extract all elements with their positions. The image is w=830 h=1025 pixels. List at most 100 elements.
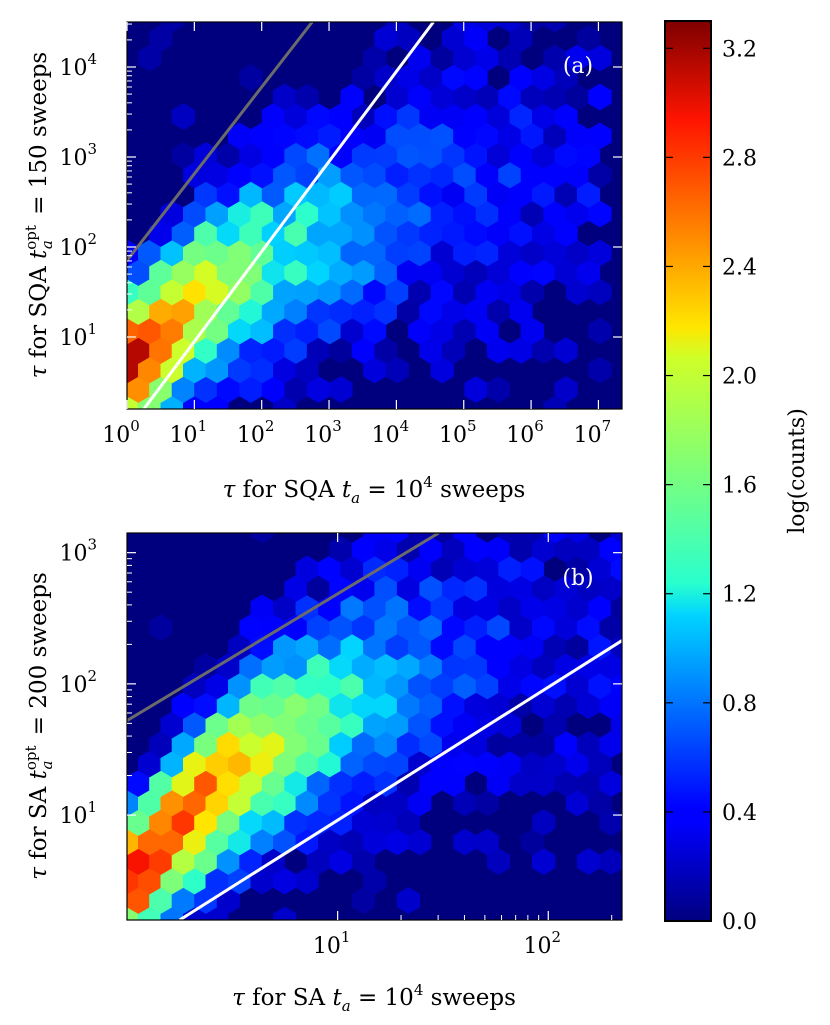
hexbin — [599, 731, 622, 758]
hexbin — [588, 83, 612, 111]
hexbin — [93, 279, 116, 305]
hexbin — [127, 343, 128, 358]
hexbin — [250, 533, 274, 544]
panel-b-x-axis-label: τ for SA ta = 104 sweeps — [232, 981, 516, 1015]
hexbin — [352, 927, 375, 953]
hexbin — [599, 848, 622, 875]
hexbin — [555, 498, 578, 524]
hexbin — [588, 239, 612, 267]
hexbin — [127, 382, 128, 397]
hexbin — [577, 498, 600, 524]
colorbar-frame — [664, 20, 712, 922]
hexbin — [93, 357, 116, 383]
hexbin — [127, 265, 128, 280]
hexbin — [588, 317, 612, 345]
y-tick-label: 101 — [59, 798, 97, 829]
hexbin — [172, 498, 195, 524]
panel-b-hexbins — [93, 498, 657, 953]
hexbin — [93, 6, 116, 32]
hexbin — [93, 751, 116, 777]
panel-b-frame — [126, 532, 623, 921]
hexbin — [127, 304, 128, 319]
hexbin — [622, 693, 645, 719]
colorbar-label: log(counts) — [785, 408, 810, 534]
hexbin — [510, 0, 533, 13]
colorbar-tick-label: 3.2 — [722, 37, 757, 62]
hexbin — [150, 927, 173, 953]
hexbin — [622, 615, 645, 641]
hexbin — [634, 517, 657, 543]
hexbin — [160, 22, 184, 33]
hexbin — [634, 790, 657, 816]
y-tick-label: 103 — [59, 536, 97, 567]
x-tick-label: 102 — [524, 928, 562, 959]
panel-a-reference-lines — [127, 22, 435, 409]
panel-a-hexbins — [93, 0, 612, 422]
hexbin — [520, 533, 544, 544]
hexbin — [453, 22, 477, 33]
x-tick-label: 107 — [574, 417, 612, 448]
hexbin — [520, 22, 544, 33]
hexbin — [127, 893, 128, 908]
hexbin — [600, 498, 623, 524]
reference-line-white — [178, 639, 622, 920]
x-tick-label: 102 — [237, 417, 275, 448]
hexbin — [295, 83, 319, 111]
hexbin — [543, 22, 567, 33]
colorbar-tick-label: 0.0 — [722, 910, 757, 935]
reference-line-gray — [127, 533, 440, 722]
hexbin — [498, 22, 522, 33]
x-tick-label: 103 — [304, 417, 342, 448]
y-tick-label: 102 — [59, 667, 97, 698]
x-tick-label: 101 — [313, 928, 351, 959]
hexbin — [486, 376, 511, 403]
hexbin — [599, 536, 622, 563]
hexbin — [531, 809, 556, 836]
y-tick-label: 101 — [59, 320, 97, 351]
hexbin — [634, 595, 657, 621]
hexbin — [610, 533, 622, 544]
hexbin — [329, 376, 353, 403]
panel-a-frame — [126, 21, 623, 410]
panel-a-y-axis-label: τ for SQA topta = 150 sweeps — [22, 52, 56, 378]
hexbin — [622, 498, 645, 524]
hexbin — [93, 396, 116, 422]
panel-b-ticks: 101 102 101 102 103 — [59, 533, 622, 959]
hexbin — [273, 906, 297, 920]
hexbin — [420, 0, 443, 13]
reference-line-white — [142, 22, 435, 409]
hexbin — [622, 732, 645, 758]
panel-a-x-axis-label: τ for SQA ta = 104 sweeps — [223, 473, 526, 507]
hexbin — [385, 22, 409, 33]
panel-b-label: (b) — [562, 566, 593, 591]
hexbin — [622, 576, 645, 602]
x-tick-label: 100 — [102, 417, 140, 448]
panel-b: 101 102 101 102 103 (b) τ for SA ta = 104 sw… — [22, 498, 657, 1015]
hexbin — [150, 498, 173, 524]
hexbin — [127, 927, 150, 953]
colorbar-tick-label: 1.6 — [722, 474, 757, 499]
hexbin — [239, 64, 263, 91]
hexbin — [634, 556, 657, 582]
colorbar-tick-label: 0.8 — [722, 692, 757, 717]
hexbin — [171, 103, 195, 130]
svg-text:τ for SQA topta = 150 sweeps: τ for SQA topta = 150 sweeps — [22, 52, 56, 378]
colorbar-tick-label: 2.4 — [722, 255, 757, 280]
hexbin — [149, 614, 173, 641]
colorbar-tick-label: 2.0 — [722, 365, 757, 390]
hexbin — [93, 907, 116, 933]
hexbin — [127, 854, 128, 869]
hexbin — [555, 0, 578, 13]
hexbin — [127, 815, 128, 830]
colorbar-tick-label: 2.8 — [722, 146, 757, 171]
hexbin — [622, 537, 645, 563]
hexbin — [498, 533, 522, 544]
x-tick-label: 106 — [506, 417, 544, 448]
colorbar-gradient — [665, 21, 711, 921]
hexbin — [622, 810, 645, 836]
hexbin — [93, 868, 116, 894]
hexbin — [543, 533, 567, 544]
hexbin — [475, 22, 499, 33]
y-tick-label: 104 — [59, 50, 97, 81]
